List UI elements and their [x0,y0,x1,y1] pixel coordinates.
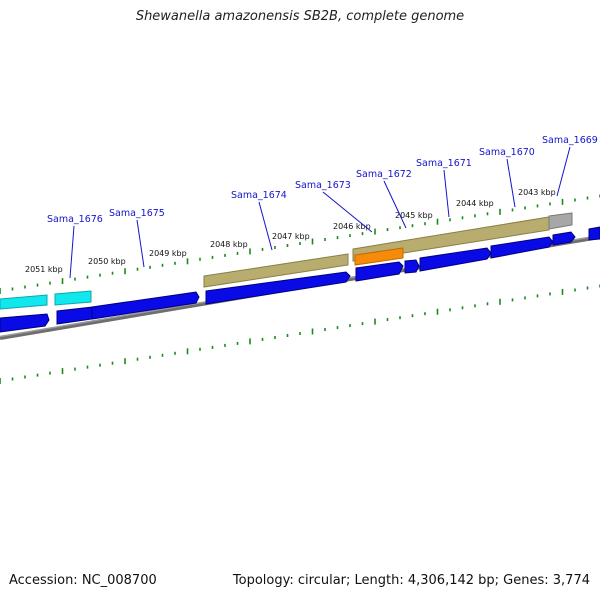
cds-arrow [419,247,492,272]
feature-orange [354,247,404,266]
gene-callout-line [258,201,273,251]
feature-cyan-2 [54,290,92,306]
tick-label: 2049 kbp [149,249,187,258]
gene-callout-line [69,225,75,279]
cds-arrow [91,291,200,320]
tick-label: 2043 kbp [518,188,556,197]
tick-label: 2045 kbp [395,211,433,220]
gene-callout-line [556,146,571,197]
gene-label[interactable]: Sama_1669 [542,135,598,146]
gene-label[interactable]: Sama_1676 [47,214,103,225]
gene-label[interactable]: Sama_1672 [356,169,412,180]
cds-arrow [355,261,404,282]
gene-label[interactable]: Sama_1670 [479,147,535,158]
feature-track [0,212,573,310]
tick-label: 2051 kbp [25,265,63,274]
gene-callout-line [383,180,407,229]
tick-label: 2050 kbp [88,257,126,266]
gene-callout-line [322,191,373,233]
inner-tick-ring [0,284,600,384]
feature-gray [548,212,573,230]
tick-label: 2048 kbp [210,240,248,249]
tick-label: 2044 kbp [456,199,494,208]
gene-label[interactable]: Sama_1675 [109,208,165,219]
cds-arrow [404,259,420,274]
cds-arrow [205,271,351,305]
cds-arrow [0,313,50,333]
gene-callout-line [136,219,145,268]
gene-label[interactable]: Sama_1673 [295,180,351,191]
feature-cyan-1 [0,294,48,310]
cds-arrow [490,236,554,259]
outer-tick-ring [0,194,600,294]
tick-label: 2047 kbp [272,232,310,241]
gene-label[interactable]: Sama_1674 [231,190,287,201]
gene-label[interactable]: Sama_1671 [416,158,472,169]
map-title: Shewanella amazonensis SB2B, complete ge… [135,9,465,24]
cds-track [0,226,600,333]
feature-olive-1 [203,253,349,288]
gene-callout-line [506,158,516,208]
cds-arrow [552,231,576,246]
topology-text: Topology: circular; Length: 4,306,142 bp… [232,573,590,588]
tick-label: 2046 kbp [333,222,371,231]
gene-callout-line [443,169,450,218]
tick-labels: 2051 kbp 2050 kbp 2049 kbp 2048 kbp 2047 kbp… [25,188,556,274]
cds-arrow [588,226,600,241]
accession-text: Accession: NC_008700 [9,573,157,588]
gene-callouts: Sama_1676 Sama_1675 Sama_1674 Sama_1673 Sama… [47,135,598,279]
